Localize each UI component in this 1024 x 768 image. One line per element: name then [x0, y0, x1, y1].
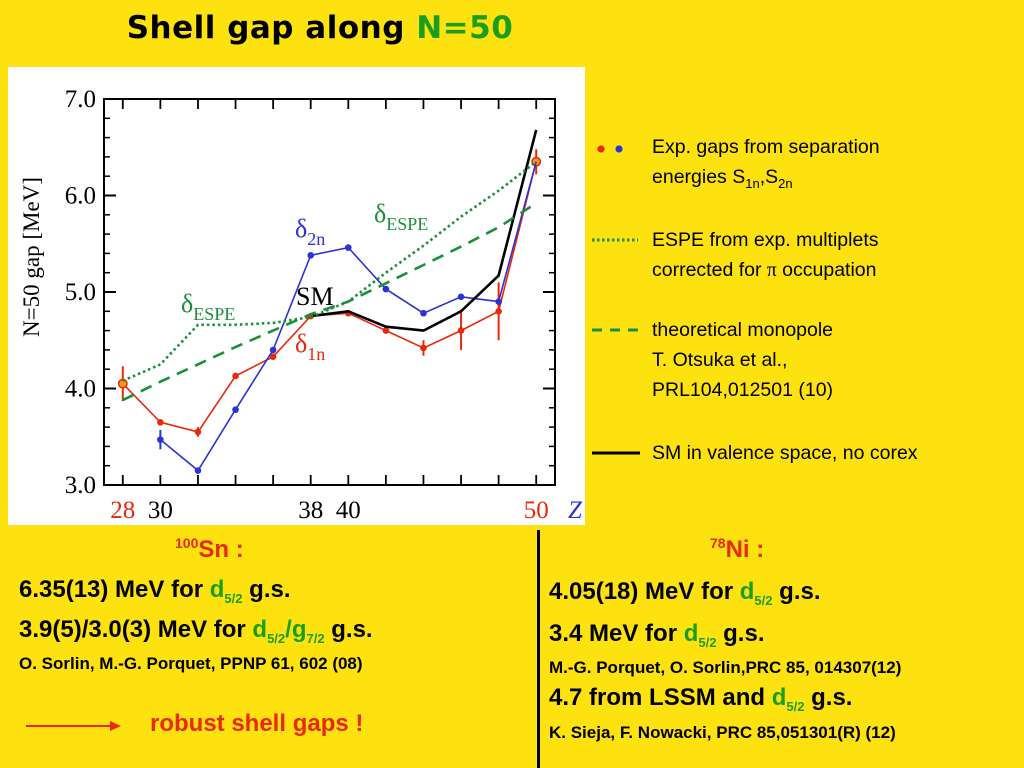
- data-point-d2n: [307, 252, 315, 259]
- sn-heading: 100Sn :: [175, 535, 244, 564]
- y-tick-label: 4.0: [65, 376, 96, 403]
- data-point-d1n: [232, 372, 239, 380]
- red-dot-icon: [597, 145, 605, 153]
- x-tick-label: 28: [110, 497, 135, 524]
- legend-sm-symbol: [592, 451, 640, 455]
- data-point-d1n: [457, 327, 465, 334]
- annotation-sm: SM: [296, 282, 334, 311]
- legend-espe-line2: corrected for π occupation: [652, 259, 877, 281]
- legend-exp-line1: Exp. gaps from separation: [652, 136, 880, 158]
- legend-exp-symbol: [597, 145, 623, 153]
- y-axis-label: N=50 gap [MeV]: [19, 177, 44, 337]
- data-point-d1n: [194, 428, 202, 436]
- data-point-d1n: [420, 344, 427, 352]
- x-axis-label: Z: [568, 497, 583, 524]
- sn-mass: 100: [175, 535, 199, 551]
- legend-monopole-line3: PRL104,012501 (10): [652, 379, 834, 401]
- ni-nucleus: Ni :: [725, 536, 765, 563]
- x-tick-label: 38: [298, 497, 323, 524]
- legend-monopole-symbol: [592, 328, 642, 332]
- page-title: Shell gap along N=50: [0, 10, 640, 46]
- ni-line1: 4.05(18) MeV for d5/2 g.s.: [549, 578, 821, 608]
- title-accent: N=50: [416, 10, 514, 46]
- column-divider: [537, 530, 540, 768]
- y-tick-label: 6.0: [65, 183, 96, 210]
- legend-espe-symbol: [592, 238, 638, 242]
- data-point-d2n: [344, 244, 352, 251]
- ni-reference-1: M.-G. Porquet, O. Sorlin,PRC 85, 014307(…: [549, 658, 902, 677]
- ni-mass: 78: [710, 535, 726, 551]
- sn-nucleus: Sn :: [198, 536, 244, 563]
- series-line-sm: [310, 129, 538, 332]
- chart-svg: 3.0 4.0 5.0 6.0 7.0 28 30 38 40 50 Z N=50 gap [MeV]…: [19, 86, 583, 524]
- data-point-d2n: [194, 467, 202, 474]
- y-tick-label: 5.0: [65, 279, 96, 306]
- chart-panel: 3.0 4.0 5.0 6.0 7.0 28 30 38 40 50 Z N=50 gap [MeV]…: [8, 67, 585, 525]
- sn-line2: 3.9(5)/3.0(3) MeV for d5/2/g7/2 g.s.: [19, 616, 373, 646]
- y-tick-label: 7.0: [65, 86, 96, 113]
- data-point-d1n: [495, 308, 502, 315]
- legend-espe-line1: ESPE from exp. multiplets: [652, 229, 879, 251]
- conclusion: robust shell gaps !: [150, 710, 364, 737]
- annotation-espe-left: δESPE: [181, 289, 235, 324]
- sn-reference: O. Sorlin, M.-G. Porquet, PPNP 61, 602 (…: [19, 654, 363, 673]
- legend-exp-line2: energies S1n,S2n: [652, 166, 793, 191]
- series-line-espe-dotted: [122, 160, 537, 382]
- data-point-d2n: [420, 309, 427, 317]
- x-tick-label: 30: [148, 497, 173, 524]
- ni-heading: 78Ni :: [710, 535, 764, 564]
- ni-reference-2: K. Sieja, F. Nowacki, PRC 85,051301(R) (…: [549, 723, 896, 742]
- arrow-icon: [26, 721, 121, 731]
- data-point-d1n: [157, 418, 164, 426]
- data-point-d2n: [382, 285, 390, 293]
- ni-line3: 4.7 from LSSM and d5/2 g.s.: [549, 684, 853, 714]
- data-point-d2n: [269, 346, 277, 354]
- data-point-d2n: [457, 293, 465, 301]
- title-main: Shell gap along: [126, 10, 405, 46]
- data-point-d1n: [382, 327, 390, 334]
- blue-dot-icon: [615, 145, 623, 153]
- legend-monopole-line2: T. Otsuka et al.,: [652, 349, 788, 371]
- ni-line2: 3.4 MeV for d5/2 g.s.: [549, 620, 765, 650]
- x-tick-label: 50: [524, 497, 549, 524]
- data-point-d1n: [269, 353, 277, 360]
- legend-sm-line1: SM in valence space, no corex: [652, 442, 918, 464]
- sn-line1: 6.35(13) MeV for d5/2 g.s.: [19, 576, 291, 606]
- annotation-d2n: δ2n: [295, 214, 325, 249]
- legend-monopole-line1: theoretical monopole: [652, 319, 834, 341]
- data-point-d2n: [157, 436, 164, 443]
- annotation-espe-top: δESPE: [374, 199, 428, 234]
- data-point-d2n: [232, 406, 239, 414]
- data-point-d2n: [495, 298, 502, 305]
- series-line-monopole-dashed: [122, 202, 537, 402]
- annotation-d1n: δ1n: [295, 329, 325, 364]
- x-tick-label: 40: [336, 497, 361, 524]
- y-tick-label: 3.0: [65, 472, 96, 499]
